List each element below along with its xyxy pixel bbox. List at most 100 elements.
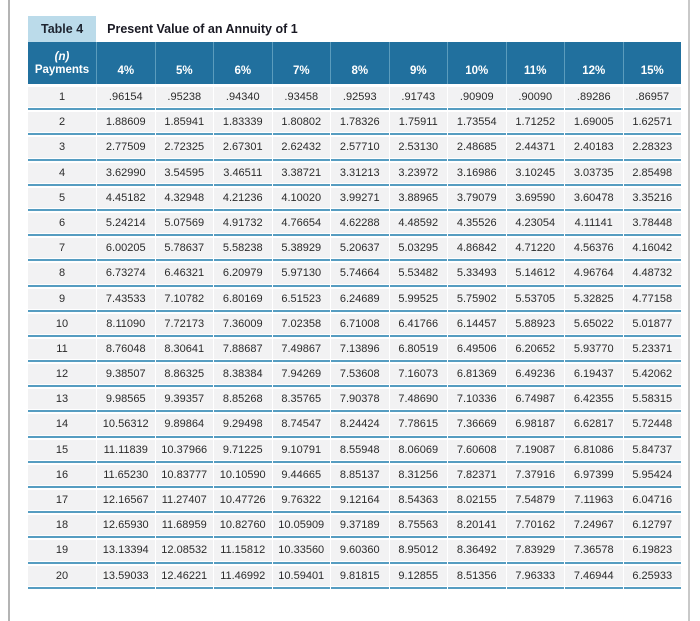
value-cell: .90909 bbox=[448, 87, 506, 111]
value-cell: 3.23972 bbox=[389, 162, 447, 186]
value-cell: 8.30641 bbox=[155, 338, 213, 363]
value-cell: 1.80802 bbox=[272, 112, 330, 136]
value-cell: 3.62990 bbox=[97, 162, 155, 186]
n-label: (n) bbox=[54, 51, 70, 63]
value-cell: 10.83777 bbox=[155, 464, 213, 488]
rate-header-cell: 8% bbox=[331, 42, 389, 84]
value-cell: 10.10590 bbox=[214, 464, 272, 488]
value-cell: 5.14612 bbox=[506, 263, 564, 287]
table-body: 1.96154.95238.94340.93458.92593.91743.90… bbox=[28, 87, 681, 589]
value-cell: 8.51356 bbox=[448, 565, 506, 589]
value-cell: 5.38929 bbox=[272, 238, 330, 262]
value-cell: 4.21236 bbox=[214, 187, 272, 211]
value-cell: 9.71225 bbox=[214, 439, 272, 463]
value-cell: 5.53482 bbox=[389, 263, 447, 287]
rate-header-cell: 12% bbox=[565, 42, 623, 84]
value-cell: 6.74987 bbox=[506, 389, 564, 413]
value-cell: 7.78615 bbox=[389, 414, 447, 438]
value-cell: 8.02155 bbox=[448, 490, 506, 514]
rate-header-cell: 15% bbox=[623, 42, 681, 84]
value-cell: 11.68959 bbox=[155, 515, 213, 539]
value-cell: 9.81815 bbox=[331, 565, 389, 589]
row-number-cell: 18 bbox=[28, 515, 96, 539]
row-number-cell: 6 bbox=[28, 212, 96, 237]
table-title-row: Table 4 Present Value of an Annuity of 1 bbox=[28, 16, 681, 42]
page-right-border bbox=[688, 0, 690, 621]
value-cell: .86957 bbox=[623, 87, 681, 111]
table-row: 5 4.45182 4.32948 4.21236 4.10020 3.99271 3.88… bbox=[28, 187, 681, 211]
value-cell: 5.32825 bbox=[565, 288, 623, 312]
payments-header-cell: (n) Payments bbox=[28, 42, 96, 84]
value-cell: 6.51523 bbox=[272, 288, 330, 312]
value-cell: .91743 bbox=[389, 87, 447, 111]
value-cell: 9.29498 bbox=[214, 414, 272, 438]
value-cell: 11.27407 bbox=[155, 490, 213, 514]
value-cell: 2.40183 bbox=[565, 137, 623, 161]
value-cell: 9.10791 bbox=[272, 439, 330, 463]
value-cell: 7.10336 bbox=[448, 389, 506, 413]
value-cell: 8.95012 bbox=[389, 540, 447, 564]
value-cell: 6.81086 bbox=[565, 439, 623, 463]
value-cell: 5.93770 bbox=[565, 338, 623, 363]
table-row: 11 8.76048 8.30641 7.88687 7.49867 7.13896 6.8… bbox=[28, 338, 681, 363]
value-cell: 4.76654 bbox=[272, 212, 330, 237]
value-cell: 11.15812 bbox=[214, 540, 272, 564]
value-cell: 3.69590 bbox=[506, 187, 564, 211]
value-cell: 3.78448 bbox=[623, 212, 681, 237]
row-number-cell: 15 bbox=[28, 439, 96, 463]
value-cell: 2.44371 bbox=[506, 137, 564, 161]
value-cell: 3.88965 bbox=[389, 187, 447, 211]
value-cell: 1.62571 bbox=[623, 112, 681, 136]
value-cell: 7.90378 bbox=[331, 389, 389, 413]
value-cell: 6.25933 bbox=[623, 565, 681, 589]
value-cell: 7.19087 bbox=[506, 439, 564, 463]
value-cell: 3.79079 bbox=[448, 187, 506, 211]
table-header-row: (n) Payments 4% 5% 6% 7% 8% 9% 10% 11% 12% 15% bbox=[28, 42, 681, 84]
value-cell: 1.75911 bbox=[389, 112, 447, 136]
value-cell: 2.67301 bbox=[214, 137, 272, 161]
value-cell: 6.62817 bbox=[565, 414, 623, 438]
value-cell: 11.11839 bbox=[97, 439, 155, 463]
value-cell: 5.23371 bbox=[623, 338, 681, 363]
value-cell: 5.58315 bbox=[623, 389, 681, 413]
value-cell: 10.56312 bbox=[97, 414, 155, 438]
table-row: 14 10.56312 9.89864 9.29498 8.74547 8.24424 7.… bbox=[28, 414, 681, 438]
value-cell: 7.82371 bbox=[448, 464, 506, 488]
value-cell: 9.98565 bbox=[97, 389, 155, 413]
value-cell: 1.69005 bbox=[565, 112, 623, 136]
value-cell: 1.71252 bbox=[506, 112, 564, 136]
value-cell: 5.75902 bbox=[448, 288, 506, 312]
value-cell: 8.31256 bbox=[389, 464, 447, 488]
value-cell: 5.01877 bbox=[623, 313, 681, 337]
value-cell: 8.55948 bbox=[331, 439, 389, 463]
value-cell: 7.49867 bbox=[272, 338, 330, 363]
row-number-cell: 16 bbox=[28, 464, 96, 488]
row-number-cell: 7 bbox=[28, 238, 96, 262]
table-row: 7 6.00205 5.78637 5.58238 5.38929 5.20637 5.03… bbox=[28, 238, 681, 262]
value-cell: 6.19823 bbox=[623, 540, 681, 564]
rate-header-cell: 4% bbox=[97, 42, 155, 84]
value-cell: 1.78326 bbox=[331, 112, 389, 136]
value-cell: 13.59033 bbox=[97, 565, 155, 589]
value-cell: 8.75563 bbox=[389, 515, 447, 539]
value-cell: 5.07569 bbox=[155, 212, 213, 237]
value-cell: 8.35765 bbox=[272, 389, 330, 413]
row-number-cell: 1 bbox=[28, 87, 96, 111]
rate-header-cell: 7% bbox=[272, 42, 330, 84]
value-cell: .90090 bbox=[506, 87, 564, 111]
value-cell: 4.35526 bbox=[448, 212, 506, 237]
value-cell: 7.60608 bbox=[448, 439, 506, 463]
value-cell: 2.53130 bbox=[389, 137, 447, 161]
row-number-cell: 12 bbox=[28, 364, 96, 388]
value-cell: 5.95424 bbox=[623, 464, 681, 488]
value-cell: 10.33560 bbox=[272, 540, 330, 564]
value-cell: 3.60478 bbox=[565, 187, 623, 211]
value-cell: 7.36669 bbox=[448, 414, 506, 438]
row-number-cell: 13 bbox=[28, 389, 96, 413]
value-cell: 9.76322 bbox=[272, 490, 330, 514]
value-cell: 7.88687 bbox=[214, 338, 272, 363]
value-cell: 10.59401 bbox=[272, 565, 330, 589]
value-cell: 4.71220 bbox=[506, 238, 564, 262]
annuity-table: Table 4 Present Value of an Annuity of 1… bbox=[28, 16, 681, 591]
value-cell: 11.46992 bbox=[214, 565, 272, 589]
